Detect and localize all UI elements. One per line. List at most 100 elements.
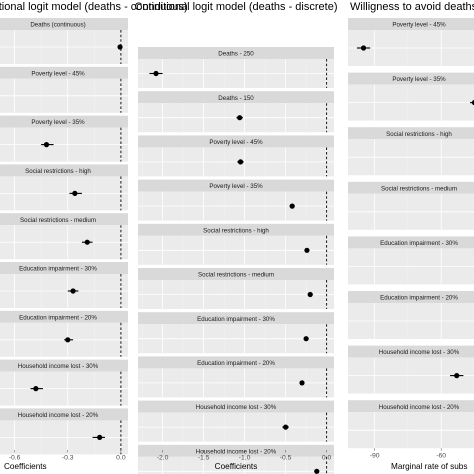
facet-strip-label: Deaths (continuous) (30, 22, 85, 29)
facet-strip (348, 127, 474, 140)
facet-strip (138, 444, 334, 457)
facet-strip (138, 47, 334, 59)
x-tick-label: -60 (436, 453, 446, 460)
facet-poverty-level-45: Poverty level - 45% (348, 18, 474, 66)
point-estimate (299, 380, 305, 386)
facet-education-impairment-30: Education impairment - 30% (0, 262, 128, 308)
facet-strip (0, 18, 128, 30)
facet-strip (0, 310, 128, 323)
facet-social-restrictions-high: Social restrictions - high (138, 223, 334, 265)
facet-poverty-level-45: Poverty level - 45% (0, 66, 128, 113)
facet-strip-label: Education impairment - 30% (197, 316, 275, 323)
facet-deaths-150: Deaths - 150 (138, 91, 334, 133)
facet-education-impairment-20: Education impairment - 20% (348, 291, 474, 339)
facet-social-restrictions-medium: Social restrictions - medium (0, 213, 128, 260)
facet-strip-label: Social restrictions - high (386, 131, 452, 138)
point-estimate (314, 468, 320, 474)
facet-social-restrictions-medium: Social restrictions - medium (138, 268, 334, 309)
point-estimate (153, 70, 159, 77)
facet-household-income-lost-20: Household income lost - 20% (0, 408, 128, 455)
facet-deaths-250: Deaths - 250 (138, 47, 334, 88)
facet-strip (138, 135, 334, 148)
facet-strip (348, 345, 474, 358)
facet-poverty-level-35: Poverty level - 35% (0, 115, 128, 162)
x-tick-label: -90 (370, 453, 380, 460)
point-estimate (307, 291, 313, 298)
chart-2: Conditional logit model (deaths - discre… (135, 1, 338, 474)
facet-strip (138, 223, 334, 236)
facet-strip-label: Household income lost - 20% (18, 412, 99, 419)
facet-strip (348, 236, 474, 249)
x-tick-label: -1.0 (239, 455, 251, 462)
facet-strip (348, 72, 474, 85)
point-estimate (43, 142, 50, 148)
facet-poverty-level-35: Poverty level - 35% (138, 179, 334, 221)
facet-strip (348, 18, 474, 30)
facet-strip (138, 400, 334, 413)
facet-strip-label: Deaths - 150 (218, 95, 254, 102)
facet-strip-label: Deaths - 250 (218, 51, 254, 58)
x-axis-title: Coefficients (215, 462, 258, 471)
facet-strip-label: Social restrictions - medium (198, 272, 274, 279)
facet-strip (0, 408, 128, 421)
facet-poverty-level-45: Poverty level - 45% (138, 135, 334, 177)
facet-strip-label: Household income lost - 20% (379, 404, 460, 411)
facet-strip-label: Education impairment - 20% (19, 314, 97, 321)
facet-strip (0, 213, 128, 226)
facet-strip-label: Social restrictions - high (203, 227, 269, 234)
point-estimate (303, 336, 309, 342)
facet-strip (348, 291, 474, 303)
facet-strip (0, 359, 128, 372)
point-estimate (454, 373, 460, 379)
x-axis-title: Marginal rate of subs (391, 462, 467, 471)
x-tick-label: 0.0 (116, 455, 126, 462)
facet-household-income-lost-30: Household income lost - 30% (0, 359, 128, 406)
chart-title: Conditional logit model (deaths - contin… (0, 1, 188, 13)
point-estimate (70, 288, 76, 294)
facet-social-restrictions-high: Social restrictions - high (0, 164, 128, 211)
point-estimate (283, 424, 289, 430)
point-estimate (360, 45, 367, 51)
facet-strip-label: Education impairment - 30% (19, 266, 97, 273)
x-tick-label: -0.6 (9, 455, 21, 462)
facet-strip-label: Social restrictions - high (25, 168, 91, 175)
facet-strip-label: Household income lost - 30% (196, 404, 277, 411)
facet-panel (138, 456, 334, 474)
facet-education-impairment-20: Education impairment - 20% (0, 310, 128, 357)
chart-title: Conditional logit model (deaths - discre… (135, 1, 338, 13)
point-estimate (33, 386, 39, 392)
facet-strip (138, 268, 334, 280)
facet-strip-label: Poverty level - 35% (392, 76, 446, 83)
facet-household-income-lost-30: Household income lost - 30% (348, 345, 474, 394)
point-estimate (97, 434, 103, 440)
facet-strip (348, 181, 474, 194)
x-axis-title: Coefficients (4, 462, 47, 471)
x-tick-label: -1.5 (198, 455, 210, 462)
point-estimate (84, 239, 90, 245)
facet-strip-label: Education impairment - 20% (380, 295, 458, 302)
facet-strip-label: Education impairment - 20% (197, 360, 275, 367)
facet-poverty-level-35: Poverty level - 35% (348, 72, 474, 121)
facet-strip-label: Education impairment - 30% (380, 240, 458, 247)
chart-title: Willigness to avoid deaths (350, 1, 474, 13)
facet-strip-label: Poverty level - 45% (392, 22, 446, 29)
point-estimate (304, 247, 310, 253)
point-estimate (72, 190, 78, 196)
facet-education-impairment-30: Education impairment - 30% (348, 236, 474, 285)
facet-strip (0, 164, 128, 177)
x-tick-label: -2.0 (157, 455, 169, 462)
point-estimate (471, 100, 474, 106)
point-estimate (237, 159, 244, 165)
facet-strip (138, 312, 334, 325)
point-estimate (117, 44, 123, 50)
point-estimate (65, 337, 71, 343)
facet-education-impairment-20: Education impairment - 20% (138, 356, 334, 398)
facet-deaths-continuous: Deaths (continuous) (0, 18, 128, 64)
x-tick-label: -0.3 (62, 455, 74, 462)
facet-strip-label: Household income lost - 20% (196, 448, 277, 455)
facet-strip (138, 179, 334, 192)
facet-strip (138, 91, 334, 104)
facet-education-impairment-30: Education impairment - 30% (138, 312, 334, 354)
